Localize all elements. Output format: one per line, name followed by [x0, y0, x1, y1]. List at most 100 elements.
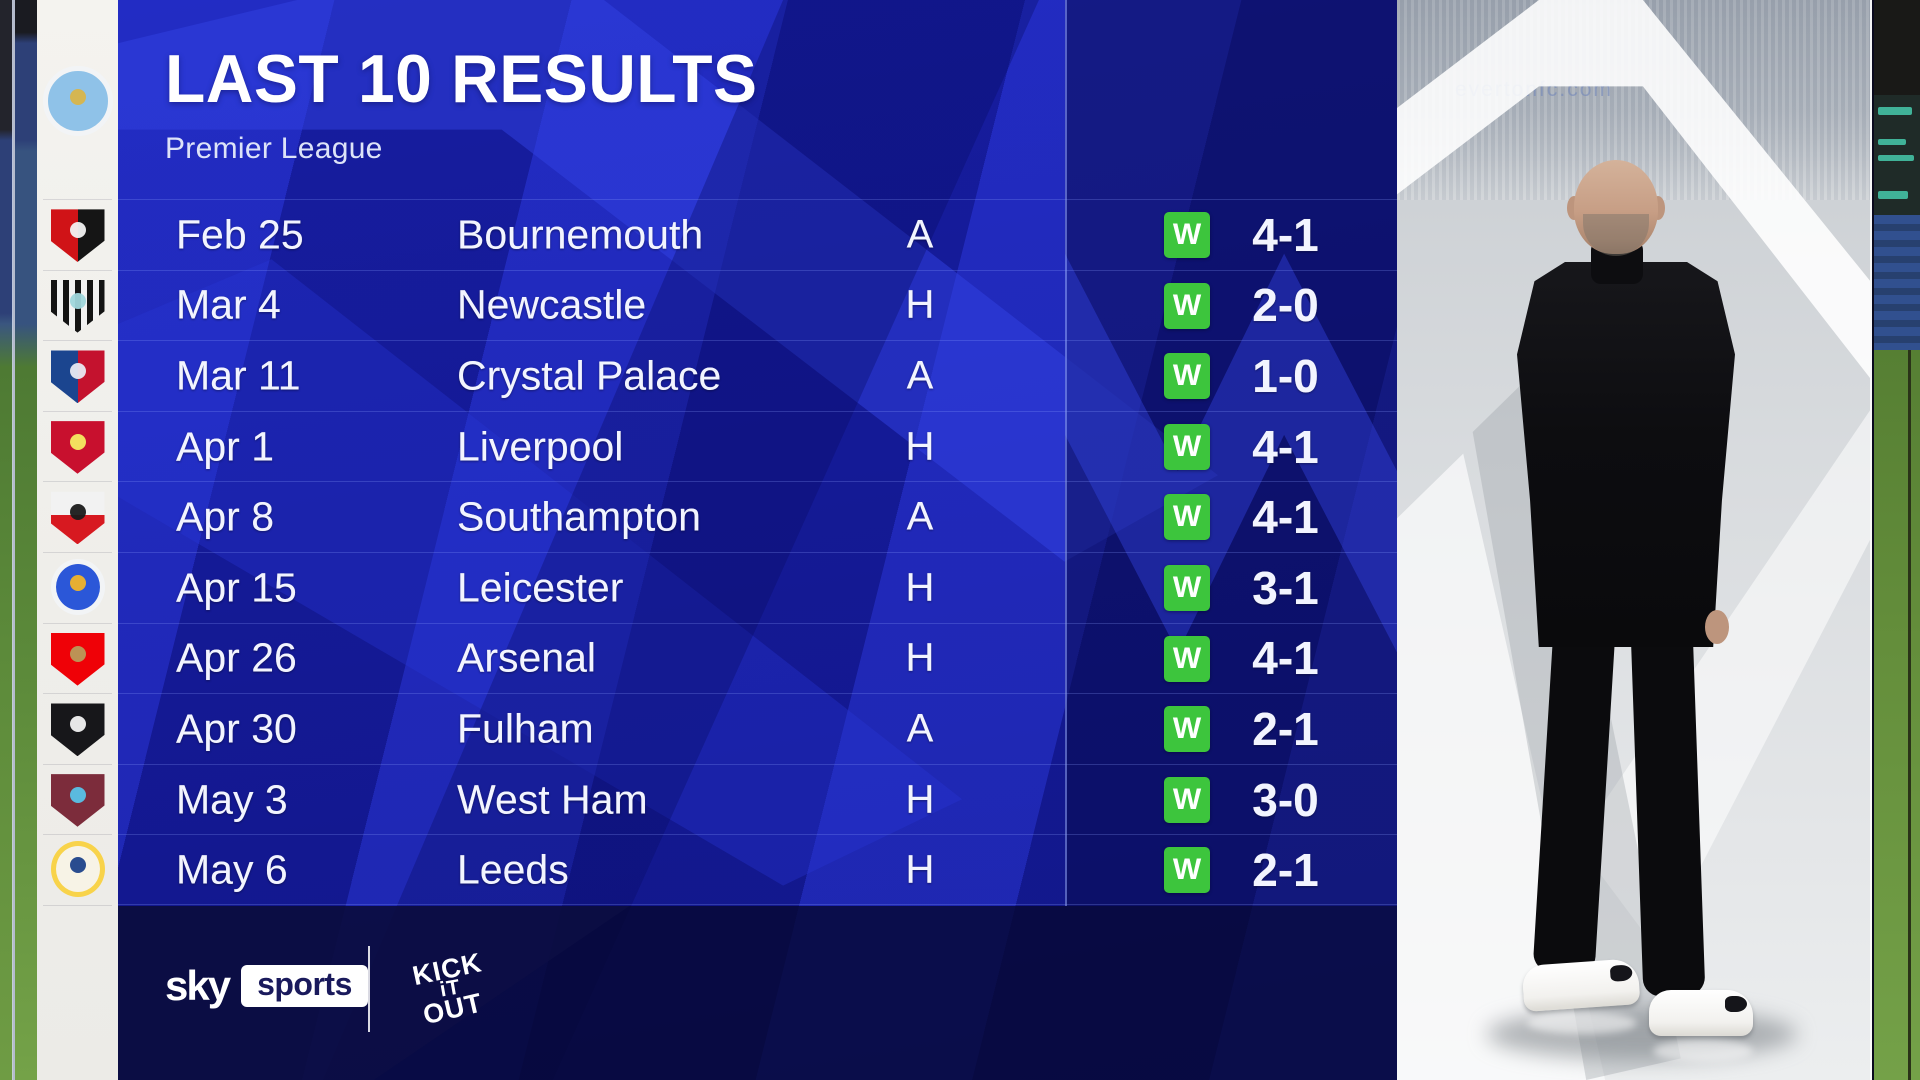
results-panel: LAST 10 RESULTS Premier League Feb 25 Bo… [118, 0, 1397, 1080]
opponent-name: Southampton [457, 493, 701, 540]
scoreboard-text-line [1878, 139, 1906, 145]
team-crest-icon [50, 703, 105, 757]
stadium-video-strip [15, 0, 37, 1080]
opponent-name: Leeds [457, 846, 569, 893]
match-date: Apr 1 [176, 423, 274, 470]
crest-separator [43, 340, 112, 342]
team-crest-icon [50, 350, 105, 404]
fulham-crest [37, 693, 118, 763]
match-date: Feb 25 [176, 211, 304, 258]
opponent-name: West Ham [457, 776, 648, 823]
table-row: Apr 30 Fulham A W 2-1 [118, 693, 1397, 764]
pitch-edge-line [1908, 350, 1911, 1080]
opponent-name: Fulham [457, 705, 594, 752]
manager-figure [1397, 0, 1870, 1080]
video-edge-highlight [12, 0, 15, 1080]
team-crest-icon [50, 774, 105, 827]
table-row: Mar 11 Crystal Palace A W 1-0 [118, 340, 1397, 411]
match-date: Apr 15 [176, 564, 297, 611]
manager-hand [1705, 610, 1729, 644]
west-ham-crest [37, 764, 118, 834]
southampton-crest [37, 481, 118, 551]
match-score: 3-1 [1252, 561, 1319, 614]
table-row: Apr 15 Leicester H W 3-1 [118, 552, 1397, 623]
crest-accent [69, 575, 86, 591]
match-date: May 6 [176, 846, 288, 893]
table-row: Apr 8 Southampton A W 4-1 [118, 481, 1397, 552]
result-badge: W [1164, 212, 1210, 258]
opponent-name: Newcastle [457, 281, 647, 328]
manchester-city-crest-icon [37, 56, 118, 146]
title-block: LAST 10 RESULTS Premier League [165, 40, 776, 166]
result-badge: W [1164, 423, 1210, 470]
match-score: 4-1 [1252, 632, 1319, 685]
crest-separator [43, 269, 112, 271]
match-date: May 3 [176, 776, 288, 823]
shoe-heel [1609, 964, 1633, 982]
arsenal-crest [37, 623, 118, 693]
sports-logo-text: sports [257, 966, 352, 1002]
match-score: 4-1 [1252, 420, 1319, 473]
score-column-shade [1065, 0, 1397, 906]
crest-separator [43, 834, 112, 836]
kick-it-out-logo: KICK iT OUT [397, 936, 503, 1042]
page-subtitle: Premier League [165, 132, 383, 165]
club-crest-icon [42, 66, 113, 136]
newcastle-crest [37, 270, 118, 340]
venue-indicator: H [905, 565, 935, 610]
scoreboard-text-line [1878, 191, 1908, 199]
table-row: Feb 25 Bournemouth A W 4-1 [118, 199, 1397, 270]
team-crest-icon [50, 841, 105, 898]
crest-separator [43, 763, 112, 765]
match-score: 2-1 [1252, 843, 1319, 896]
venue-indicator: A [906, 212, 934, 257]
venue-indicator: A [906, 353, 934, 398]
opponent-name: Liverpool [457, 423, 624, 470]
team-crest-icon [50, 491, 105, 545]
venue-indicator: H [905, 282, 935, 327]
crest-accent [69, 292, 86, 309]
footer: sky sports KICK iT OUT [118, 906, 1397, 1080]
result-badge: W [1164, 706, 1210, 753]
leicester-crest [37, 552, 118, 622]
match-score: 3-0 [1252, 773, 1319, 826]
match-score: 1-0 [1252, 349, 1319, 402]
result-badge: W [1164, 565, 1210, 611]
crest-separator [43, 199, 112, 200]
venue-indicator: H [905, 424, 935, 469]
crest-accent [69, 857, 86, 874]
manager-head [1574, 160, 1658, 254]
result-badge: W [1164, 282, 1210, 329]
crest-accent [69, 222, 86, 238]
crest-accent [69, 716, 86, 733]
match-score: 4-1 [1252, 208, 1319, 261]
result-badge: W [1164, 353, 1210, 400]
pitch-strip [1874, 350, 1920, 1080]
page-title: LAST 10 RESULTS [165, 41, 758, 117]
results-table: Feb 25 Bournemouth A W 4-1 Mar 4 Newcast… [118, 0, 1397, 906]
shoe-reflection [1653, 1040, 1753, 1062]
crest-separator [43, 481, 112, 483]
right-video-sliver [1874, 0, 1920, 1080]
table-row: May 6 Leeds H W 2-1 [118, 834, 1397, 905]
opponent-name: Leicester [457, 564, 624, 611]
match-date: Mar 4 [176, 281, 281, 328]
team-crest-icon [50, 209, 105, 262]
table-row: Apr 1 Liverpool H W 4-1 [118, 410, 1397, 482]
match-score: 4-1 [1252, 491, 1319, 544]
manager-leg [1532, 626, 1616, 975]
result-badge: W [1164, 494, 1210, 541]
team-crest-icon [50, 421, 105, 474]
result-badge: W [1164, 635, 1210, 682]
opponent-name: Arsenal [457, 634, 597, 681]
table-row: Apr 26 Arsenal H W 4-1 [118, 622, 1397, 694]
crest-accent [69, 504, 86, 521]
result-badge: W [1164, 776, 1210, 823]
team-crest-icon [50, 559, 105, 615]
team-crest-icon [50, 279, 105, 333]
opponent-name: Crystal Palace [457, 352, 722, 399]
crest-separator [43, 622, 112, 624]
match-date: Mar 11 [176, 352, 301, 399]
crest-separator [43, 905, 112, 906]
venue-indicator: H [905, 847, 935, 892]
